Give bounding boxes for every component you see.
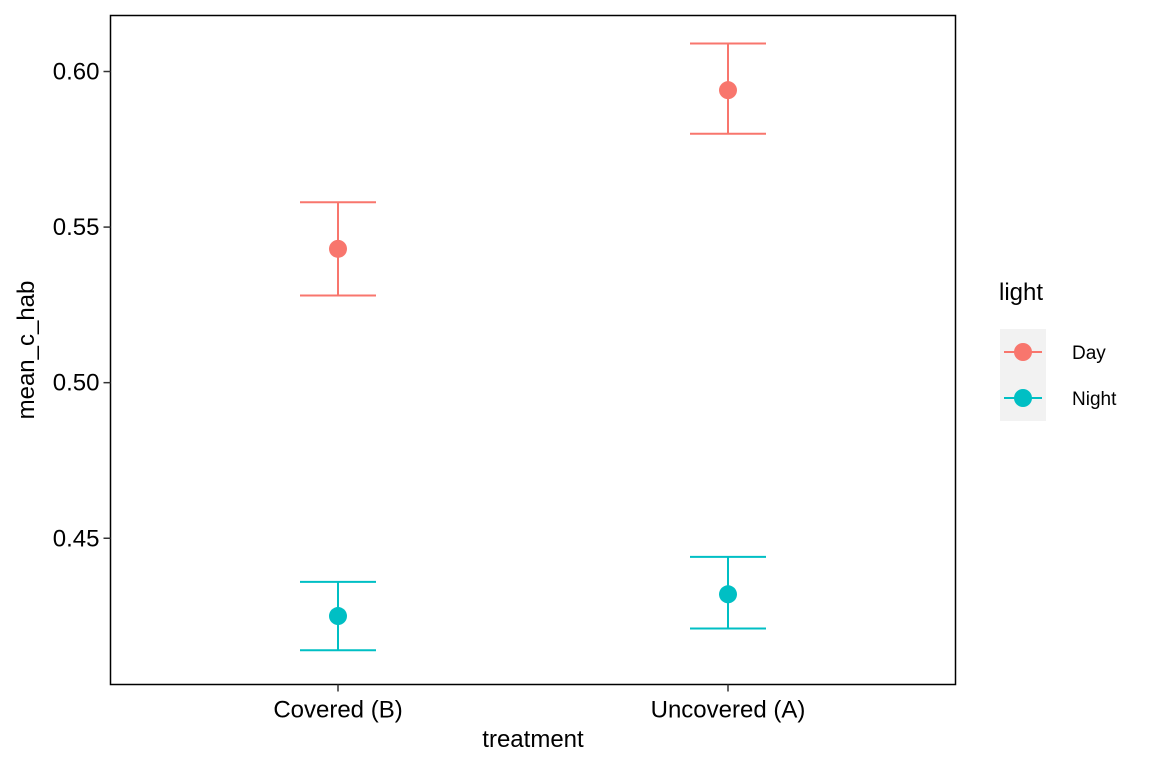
data-layer xyxy=(300,42,766,652)
point-day xyxy=(329,239,347,258)
panel-border xyxy=(109,14,957,686)
x-tick-label: Uncovered (A) xyxy=(651,697,806,724)
y-tick-label: 0.60 xyxy=(53,59,100,86)
x-axis-title: treatment xyxy=(482,726,584,753)
y-tick-label: 0.45 xyxy=(53,525,100,552)
legend-items: Day Night xyxy=(1004,343,1117,410)
x-tick-label: Covered (B) xyxy=(273,697,402,724)
legend-marker-night xyxy=(1014,389,1032,407)
legend-label-night: Night xyxy=(1072,389,1117,410)
point-night xyxy=(719,585,737,604)
legend-marker-day xyxy=(1014,343,1032,361)
y-tick-label: 0.55 xyxy=(53,214,100,241)
point-day xyxy=(719,81,737,100)
y-tick-label: 0.50 xyxy=(53,370,100,397)
y-axis-title: mean_c_hab xyxy=(13,281,40,420)
legend-title: light xyxy=(999,279,1043,306)
legend: light Day Night xyxy=(999,279,1117,421)
point-night xyxy=(329,607,347,626)
legend-key-background xyxy=(1000,329,1046,421)
axis-layer: 0.45 0.50 0.55 0.60 Covered (B) Uncovered (A) xyxy=(53,59,806,724)
legend-label-day: Day xyxy=(1072,343,1106,364)
